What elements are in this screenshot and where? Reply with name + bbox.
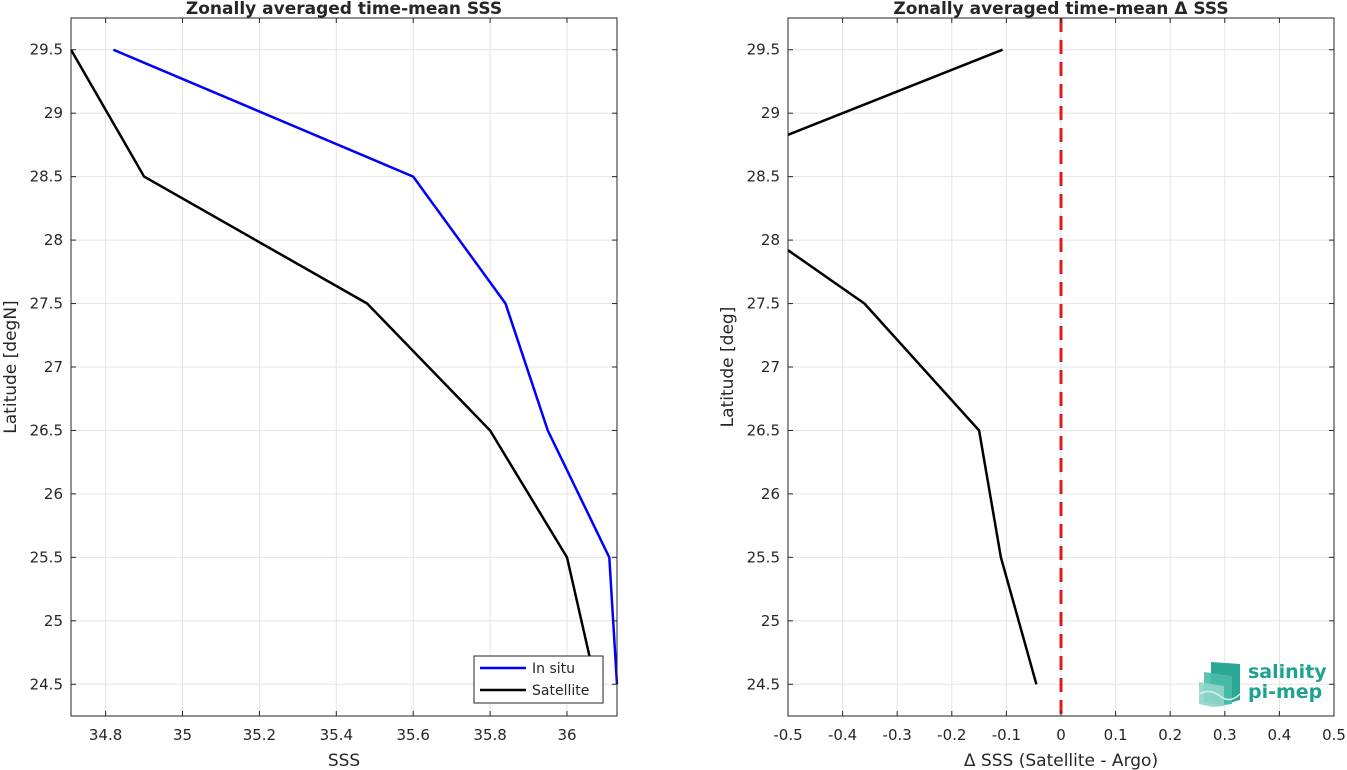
y-tick-label: 29	[761, 104, 780, 122]
y-tick-label: 29.5	[747, 41, 780, 59]
legend-label-in-situ: In situ	[532, 661, 575, 677]
y-tick-label: 26.5	[30, 421, 63, 439]
x-tick-label: -0.5	[773, 726, 802, 744]
legend-box	[473, 655, 604, 704]
series-group	[69, 48, 619, 685]
x-tick-label: 0.5	[1322, 726, 1346, 744]
y-axis-label: Latitude [deg]	[718, 307, 738, 428]
x-tick-label: 35	[173, 726, 192, 744]
y-tick-label: 25.5	[747, 548, 780, 566]
x-tick-label: 34.8	[89, 726, 122, 744]
series-line-in-situ	[112, 48, 619, 685]
x-tick-label: 35.6	[397, 726, 430, 744]
y-tick-label: 29.5	[30, 41, 63, 59]
series-line	[787, 48, 1004, 136]
chart-title: Zonally averaged time-mean SSS	[186, 0, 502, 19]
y-tick-label: 25.5	[30, 548, 63, 566]
y-tick-label: 27.5	[30, 295, 63, 313]
y-tick-label: 28	[44, 231, 63, 249]
x-tick-label: 0.4	[1267, 726, 1291, 744]
y-tick-label: 27.5	[747, 295, 780, 313]
y-tick-label: 27	[44, 358, 63, 376]
x-tick-label: 36	[557, 726, 576, 744]
y-tick-label: 25	[44, 612, 63, 630]
y-tick-label: 28.5	[747, 168, 780, 186]
y-tick-label: 28	[761, 231, 780, 249]
y-tick-label: 24.5	[30, 675, 63, 693]
y-tick-label: 26	[761, 485, 780, 503]
y-tick-label: 26	[44, 485, 63, 503]
x-tick-label: 0	[1056, 726, 1066, 744]
x-tick-label: -0.3	[883, 726, 912, 744]
x-axis-label: Δ SSS (Satellite - Argo)	[964, 751, 1158, 770]
tick-labels: -0.5 -0.4 -0.3 -0.2 -0.1 0 0.1 0.2 0.3 0.4 0.5 24.5…	[747, 18, 1346, 744]
series-line	[787, 249, 1038, 685]
chart-title: Zonally averaged time-mean Δ SSS	[893, 0, 1228, 19]
x-tick-label: -0.4	[828, 726, 857, 744]
x-tick-label: 0.1	[1104, 726, 1128, 744]
y-axis-label: Latitude [degN]	[1, 300, 21, 433]
x-tick-label: 35.2	[243, 726, 276, 744]
series-line-satellite	[69, 49, 592, 660]
y-tick-label: 26.5	[747, 421, 780, 439]
left-chart: 34.8 35 35.2 35.4 35.6 35.8 36 24.5 25 25.5 26 26.5…	[1, 0, 619, 770]
x-tick-label: -0.2	[937, 726, 966, 744]
gridlines	[71, 18, 617, 716]
y-tick-label: 25	[761, 612, 780, 630]
legend-label-satellite: Satellite	[532, 683, 589, 699]
tick-labels: 34.8 35 35.2 35.4 35.6 35.8 36 24.5 25 25.5 26 26.5…	[30, 18, 617, 744]
x-axis-label: SSS	[328, 751, 360, 770]
x-tick-label: 35.8	[473, 726, 506, 744]
y-tick-label: 28.5	[30, 168, 63, 186]
wave-logo-icon	[1198, 662, 1241, 707]
x-tick-label: 35.4	[320, 726, 353, 744]
y-tick-label: 29	[44, 104, 63, 122]
x-tick-label: 0.2	[1158, 726, 1182, 744]
y-tick-label: 24.5	[747, 675, 780, 693]
x-tick-label: -0.1	[992, 726, 1021, 744]
y-tick-label: 27	[761, 358, 780, 376]
right-chart: -0.5 -0.4 -0.3 -0.2 -0.1 0 0.1 0.2 0.3 0.4 0.5 24.5…	[718, 0, 1346, 770]
series-group	[787, 18, 1063, 716]
salinity-pi-mep-logo: salinity pi-mep	[1198, 661, 1327, 707]
logo-text-salinity: salinity	[1248, 661, 1327, 683]
x-tick-label: 0.3	[1213, 726, 1237, 744]
legend: In situ Satellite	[473, 655, 604, 704]
logo-text-pi-mep: pi-mep	[1248, 681, 1322, 703]
